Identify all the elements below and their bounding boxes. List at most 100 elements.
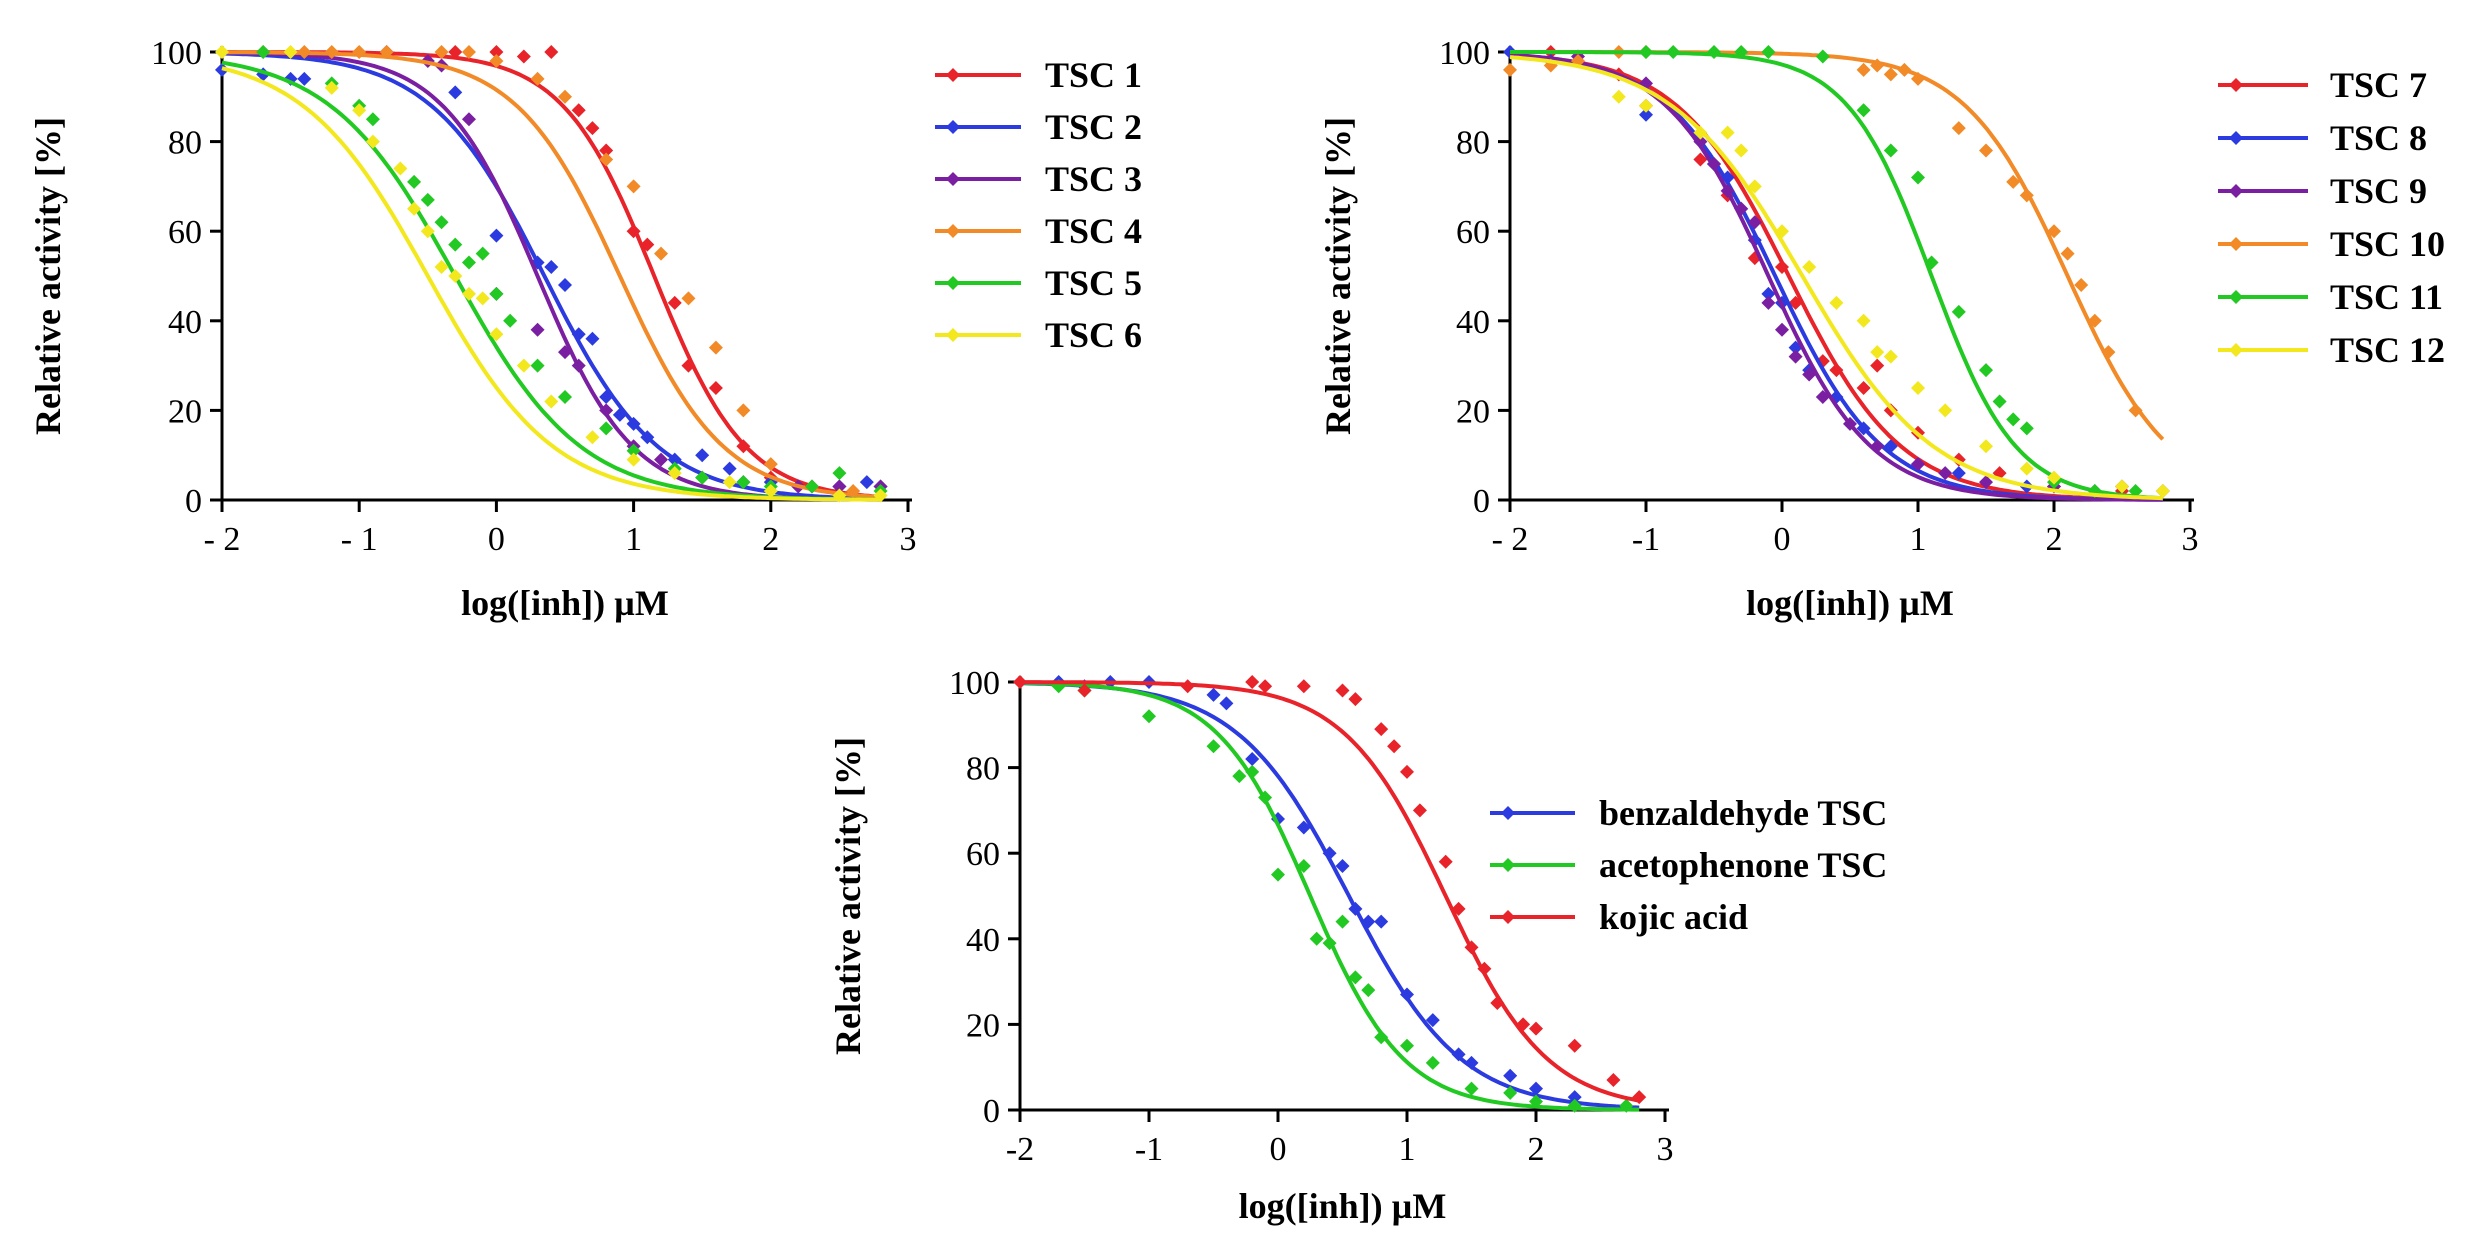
data-point xyxy=(530,71,545,86)
data-point xyxy=(1374,914,1389,929)
legend-marker xyxy=(946,172,960,186)
fit-curve-tsc-8 xyxy=(1509,53,2163,502)
legend-label: TSC 9 xyxy=(2330,171,2427,211)
legend-marker xyxy=(1501,806,1515,820)
data-point xyxy=(1775,260,1789,275)
data-point xyxy=(1400,1038,1414,1053)
legend-label: TSC 12 xyxy=(2330,330,2445,370)
x-axis-label: log([inh]) µM xyxy=(1239,1186,1447,1226)
data-point xyxy=(1734,45,1749,59)
x-tick-label: 3 xyxy=(1657,1131,1674,1168)
legend-marker xyxy=(946,328,960,342)
y-tick-label: 80 xyxy=(966,751,1000,788)
data-point xyxy=(667,295,682,310)
data-point xyxy=(695,448,710,463)
data-point xyxy=(1206,687,1221,702)
legend-item-tsc-2: TSC 2 xyxy=(935,107,1142,147)
data-point xyxy=(1856,313,1871,328)
x-tick-label: 3 xyxy=(2182,521,2199,558)
data-point xyxy=(599,421,614,436)
y-axis-label: Relative activity [%] xyxy=(828,737,868,1055)
data-point xyxy=(1245,752,1260,767)
data-point xyxy=(448,269,463,283)
data-point xyxy=(1296,859,1311,874)
data-point xyxy=(1870,345,1885,360)
data-point xyxy=(516,358,531,373)
data-point xyxy=(1400,764,1414,779)
data-point xyxy=(1632,1090,1647,1105)
data-point xyxy=(1180,679,1195,694)
data-point xyxy=(1361,914,1376,929)
y-tick-label: 0 xyxy=(1473,483,1490,520)
legend-item-tsc-5: TSC 5 xyxy=(935,263,1142,303)
data-point xyxy=(1843,416,1857,431)
legend-marker xyxy=(946,120,960,134)
data-point xyxy=(736,439,751,454)
data-point xyxy=(654,246,669,261)
data-point xyxy=(804,479,819,494)
data-point xyxy=(1747,215,1762,230)
y-tick-label: 40 xyxy=(1456,304,1490,341)
data-point xyxy=(544,394,559,409)
data-point xyxy=(1335,859,1350,874)
data-point xyxy=(599,403,614,418)
legend-label: TSC 5 xyxy=(1045,263,1142,303)
data-point xyxy=(1829,363,1844,378)
data-point xyxy=(1529,1081,1543,1096)
data-point xyxy=(640,430,655,445)
data-point xyxy=(1503,1085,1518,1100)
data-point xyxy=(667,452,682,467)
data-point xyxy=(1720,125,1735,140)
data-point xyxy=(558,277,572,292)
legend-marker xyxy=(2229,131,2243,145)
data-point xyxy=(1911,170,1925,185)
data-point xyxy=(2101,345,2116,360)
data-point xyxy=(379,45,394,59)
data-point xyxy=(585,331,600,346)
series-tsc-2 xyxy=(215,51,888,501)
data-point xyxy=(544,260,559,275)
data-point xyxy=(1707,157,1721,171)
data-point xyxy=(1503,1068,1518,1083)
data-point xyxy=(681,291,696,306)
data-point xyxy=(1815,389,1830,404)
data-point xyxy=(1883,67,1898,82)
data-point xyxy=(722,461,737,476)
x-tick-label: - 2 xyxy=(204,521,241,558)
data-point xyxy=(1747,179,1762,194)
data-point xyxy=(599,152,614,167)
legend-marker xyxy=(2229,78,2243,92)
fit-curve-tsc-11 xyxy=(1510,50,2163,501)
data-point xyxy=(1883,143,1898,158)
data-point xyxy=(585,430,600,445)
data-point xyxy=(1232,769,1247,784)
data-point xyxy=(1258,790,1273,805)
data-point xyxy=(1567,1098,1582,1113)
data-point xyxy=(1374,722,1389,737)
legend-label: benzaldehyde TSC xyxy=(1599,793,1887,833)
data-point xyxy=(420,192,435,207)
legend-item-tsc-9: TSC 9 xyxy=(2218,171,2427,211)
data-point xyxy=(1529,1021,1543,1036)
legend-label: TSC 3 xyxy=(1045,159,1142,199)
data-point xyxy=(695,470,710,485)
data-point xyxy=(2074,277,2089,292)
data-point xyxy=(2019,461,2034,476)
legend-label: TSC 6 xyxy=(1045,315,1142,355)
x-tick-label: 2 xyxy=(1528,1131,1545,1168)
data-point xyxy=(1619,1098,1634,1113)
data-point xyxy=(2019,188,2034,203)
legend-label: TSC 1 xyxy=(1045,55,1142,95)
y-tick-label: 20 xyxy=(1456,393,1490,430)
y-tick-label: 100 xyxy=(949,665,1000,702)
data-point xyxy=(407,174,422,189)
data-point xyxy=(448,85,463,100)
series-tsc-10 xyxy=(1503,45,2170,499)
data-point xyxy=(2128,484,2143,499)
data-point xyxy=(1567,1090,1582,1105)
data-point xyxy=(846,484,861,499)
y-tick-label: 20 xyxy=(966,1007,1000,1044)
legend-label: TSC 2 xyxy=(1045,107,1142,147)
data-point xyxy=(489,286,504,301)
data-point xyxy=(1951,304,1966,319)
